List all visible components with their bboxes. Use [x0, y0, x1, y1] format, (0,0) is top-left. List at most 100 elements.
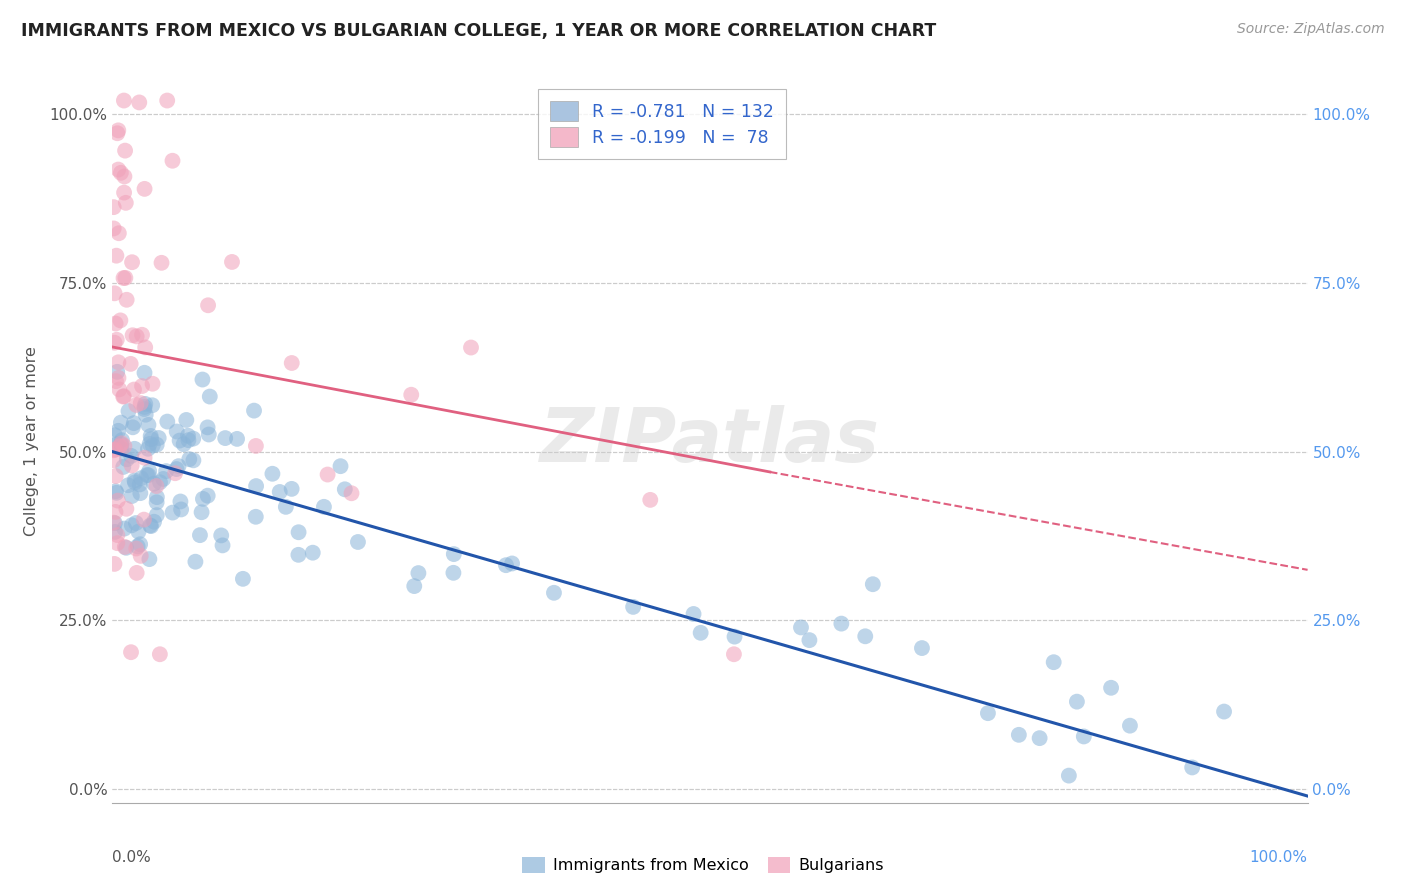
Point [134, 340, 156, 354]
Point [198, 427, 221, 442]
Point [115, 541, 138, 555]
Point [111, 433, 134, 447]
Text: 100.0%: 100.0% [1250, 850, 1308, 864]
Point [107, 123, 129, 137]
Point [543, 586, 565, 600]
Point [108, 439, 131, 453]
Point [682, 607, 704, 621]
Point [141, 398, 163, 412]
Point [103, 286, 125, 301]
Legend: R = -0.781   N = 132, R = -0.199   N =  78: R = -0.781 N = 132, R = -0.199 N = 78 [538, 89, 786, 160]
Point [495, 558, 517, 573]
Point [269, 485, 291, 500]
Point [173, 437, 195, 451]
Point [112, 94, 135, 108]
Point [125, 566, 148, 580]
Point [1213, 705, 1236, 719]
Point [1119, 719, 1142, 733]
Point [105, 528, 128, 542]
Point [139, 429, 162, 443]
Point [262, 467, 284, 481]
Point [184, 555, 207, 569]
Point [105, 365, 128, 379]
Point [312, 500, 335, 514]
Text: Source: ZipAtlas.com: Source: ZipAtlas.com [1237, 22, 1385, 37]
Point [830, 616, 852, 631]
Point [107, 162, 129, 177]
Point [145, 495, 167, 509]
Point [129, 486, 152, 500]
Point [245, 509, 267, 524]
Point [117, 404, 139, 418]
Y-axis label: College, 1 year or more: College, 1 year or more [24, 347, 38, 536]
Point [197, 420, 219, 434]
Point [177, 433, 200, 447]
Point [1008, 728, 1031, 742]
Point [104, 516, 127, 530]
Point [104, 505, 127, 519]
Point [103, 221, 125, 235]
Point [103, 453, 125, 467]
Point [108, 383, 131, 397]
Point [141, 376, 163, 391]
Point [190, 505, 212, 519]
Point [112, 271, 135, 285]
Point [226, 432, 249, 446]
Point [105, 536, 128, 550]
Point [166, 425, 188, 439]
Point [128, 95, 150, 110]
Point [177, 428, 200, 442]
Point [640, 492, 662, 507]
Point [301, 546, 323, 560]
Point [132, 513, 155, 527]
Point [108, 226, 131, 240]
Point [329, 459, 352, 474]
Point [142, 438, 165, 452]
Point [689, 625, 711, 640]
Point [166, 462, 188, 476]
Point [103, 335, 125, 350]
Point [1057, 769, 1080, 783]
Point [287, 525, 309, 540]
Point [191, 372, 214, 386]
Point [188, 528, 211, 542]
Point [125, 398, 148, 412]
Point [124, 475, 146, 490]
Point [404, 579, 426, 593]
Point [125, 516, 148, 530]
Point [112, 390, 135, 404]
Point [145, 479, 167, 493]
Point [110, 416, 132, 430]
Point [1028, 731, 1050, 746]
Point [333, 483, 356, 497]
Point [138, 437, 160, 451]
Point [103, 200, 125, 214]
Point [197, 489, 219, 503]
Point [136, 442, 159, 456]
Point [110, 442, 132, 456]
Point [460, 341, 482, 355]
Point [122, 416, 145, 430]
Point [1181, 760, 1204, 774]
Point [401, 388, 423, 402]
Point [114, 540, 136, 554]
Point [138, 552, 160, 566]
Point [134, 402, 156, 417]
Point [197, 298, 219, 312]
Point [115, 452, 138, 467]
Point [340, 486, 363, 500]
Point [104, 317, 127, 331]
Point [129, 396, 152, 410]
Point [1099, 681, 1122, 695]
Point [408, 566, 430, 580]
Point [179, 452, 201, 467]
Point [104, 442, 127, 457]
Point [501, 557, 523, 571]
Point [152, 472, 174, 486]
Point [121, 420, 143, 434]
Point [141, 432, 163, 446]
Point [142, 476, 165, 491]
Point [1073, 730, 1095, 744]
Point [104, 484, 127, 499]
Point [198, 390, 221, 404]
